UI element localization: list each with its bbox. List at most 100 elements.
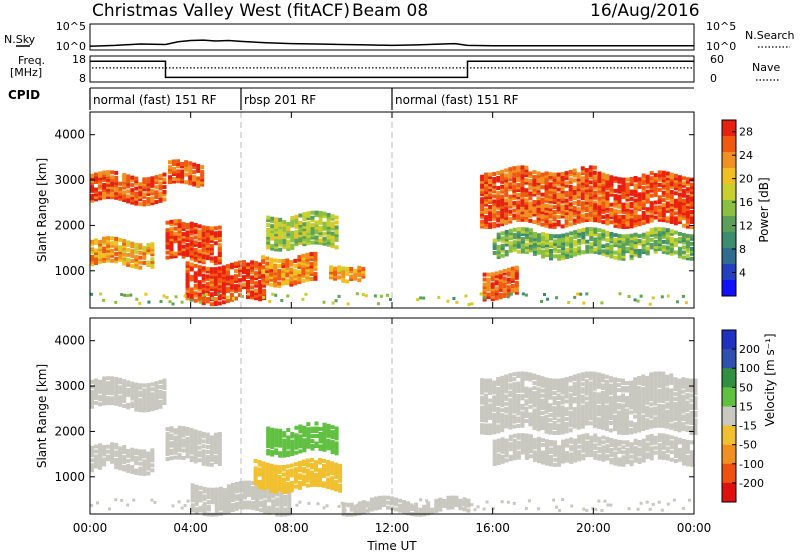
heatmap-cell [114,460,119,465]
heatmap-cell [693,403,698,408]
heatmap-cell [251,503,256,508]
heatmap-cell [500,442,505,447]
heatmap-cell [508,172,513,177]
heatmap-cell [142,255,147,260]
heatmap-cell [621,381,625,386]
heatmap-cell [601,220,606,225]
heatmap-cell [162,192,167,197]
heatmap-cell [585,227,590,232]
heatmap-cell [556,408,561,413]
heatmap-cell [205,435,210,440]
heatmap-cell [106,251,111,256]
heatmap-cell [520,381,525,386]
heatmap-cell [572,419,577,424]
heatmap-cell [653,200,658,205]
heatmap-cell [210,497,215,502]
heatmap-cell [665,402,670,407]
heatmap-cell [588,190,593,195]
heatmap-cell [564,384,569,389]
heatmap-cell [484,177,489,182]
heatmap-cell [330,461,335,466]
heatmap-cell [568,410,573,415]
heatmap-cell [564,422,569,426]
heatmap-cell [617,204,622,209]
heatmap-cell [677,378,682,383]
heatmap-cell [150,198,155,203]
heatmap-cell [426,511,431,516]
heatmap-cell [552,205,557,210]
heatmap-cell [377,503,382,508]
heatmap-cell [572,409,577,414]
heatmap-cell [273,278,278,283]
heatmap-cell [524,394,529,399]
heatmap-cell [536,427,541,432]
heatmap-cell [492,422,497,427]
heatmap-cell [110,187,115,192]
heatmap-cell [556,406,561,410]
heatmap-cell [134,397,139,402]
heatmap-cell [165,245,170,250]
heatmap-cell [617,194,622,199]
heatmap-cell [302,448,307,453]
heatmap-cell [274,239,279,244]
heatmap-cell [130,190,135,195]
heatmap-cell [330,450,335,455]
heatmap-cell [657,242,662,247]
heatmap-cell [500,390,505,395]
heatmap-cell [681,389,686,394]
heatmap-cell [261,260,266,265]
heatmap-cell [520,195,525,200]
heatmap-cell [106,182,111,187]
heatmap-cell [282,448,287,453]
heatmap-cell [213,437,218,442]
heatmap-cell [677,246,682,251]
heatmap-cell [130,264,135,269]
heatmap-cell [500,238,505,243]
heatmap-cell [154,388,159,393]
heatmap-cell [508,202,513,207]
heatmap-cell [114,401,119,406]
heatmap-cell [282,446,287,451]
heatmap-cell [548,380,553,385]
noise-series-line [89,39,694,47]
heatmap-cell [613,419,617,424]
heatmap-cell [194,487,199,492]
heatmap-cell [613,238,618,243]
heatmap-cell [665,245,670,250]
heatmap-cell [94,251,98,255]
heatmap-cell [314,475,318,480]
heatmap-cell [322,468,326,473]
heatmap-cell [269,466,274,471]
power-colorbar-tick: 16 [739,196,753,209]
heatmap-cell [146,179,151,184]
heatmap-cell [305,473,310,478]
heatmap-cell [617,398,621,403]
heatmap-cell [369,500,374,504]
heatmap-cell [169,441,174,446]
heatmap-cell [246,272,250,277]
heatmap-cell [185,247,190,252]
heatmap-cell [504,230,509,234]
heatmap-cell [150,407,155,412]
heatmap-cell [169,448,174,453]
heatmap-cell [134,392,139,397]
heatmap-cell [504,451,509,455]
heatmap-cell [304,292,308,296]
heatmap-cell [576,393,581,398]
heatmap-cell [134,196,139,201]
heatmap-cell [261,255,266,260]
heatmap-cell [637,251,642,256]
heatmap-cell [564,216,569,220]
heatmap-cell [301,273,306,278]
heatmap-cell [197,430,202,435]
heatmap-cell [173,221,178,226]
heatmap-cell [130,394,135,399]
heatmap-cell [277,264,282,268]
heatmap-cell [557,249,562,254]
heatmap-cell [528,412,533,417]
heatmap-cell [673,203,678,208]
heatmap-cell [504,448,509,453]
heatmap-cell [657,371,662,376]
heatmap-cell [548,212,553,217]
heatmap-cell [641,220,646,225]
